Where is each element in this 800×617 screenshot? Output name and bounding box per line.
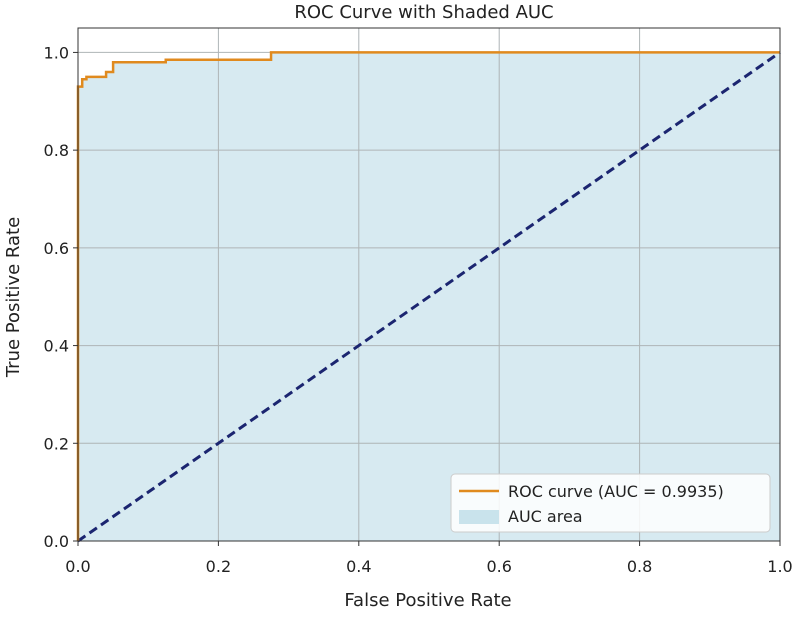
legend-label-area: AUC area <box>508 507 583 526</box>
y-tick-label: 0.2 <box>44 434 69 453</box>
legend-swatch-area <box>459 510 499 524</box>
x-tick-label: 0.8 <box>627 557 652 576</box>
x-tick-label: 0.2 <box>206 557 231 576</box>
diagonal-reference-line <box>77 51 781 543</box>
plot-area <box>76 28 781 543</box>
legend: ROC curve (AUC = 0.9935) AUC area <box>450 473 771 533</box>
y-tick-label: 0.6 <box>44 239 69 258</box>
x-tick-label: 0.0 <box>65 557 90 576</box>
chart-title: ROC Curve with Shaded AUC <box>294 2 553 23</box>
legend-label-roc: ROC curve (AUC = 0.9935) <box>508 482 724 501</box>
x-tick-label: 0.6 <box>486 557 511 576</box>
x-tick-label: 1.0 <box>767 557 792 576</box>
legend-box <box>450 473 771 533</box>
axes: 0.0 0.2 0.4 0.6 0.8 1.0 0.0 0.2 0.4 0.6 0.8 1.0 <box>44 27 793 576</box>
y-tick-label: 1.0 <box>44 43 69 62</box>
axes-frame <box>77 27 781 542</box>
y-axis-title: True Positive Rate <box>3 217 24 378</box>
y-tick-label: 0.4 <box>44 337 69 356</box>
y-tick-label: 0.0 <box>44 532 69 551</box>
x-tick-label: 0.4 <box>346 557 371 576</box>
y-tick-label: 0.8 <box>44 141 69 160</box>
x-axis-title: False Positive Rate <box>344 590 511 611</box>
roc-curve-line <box>76 51 780 541</box>
